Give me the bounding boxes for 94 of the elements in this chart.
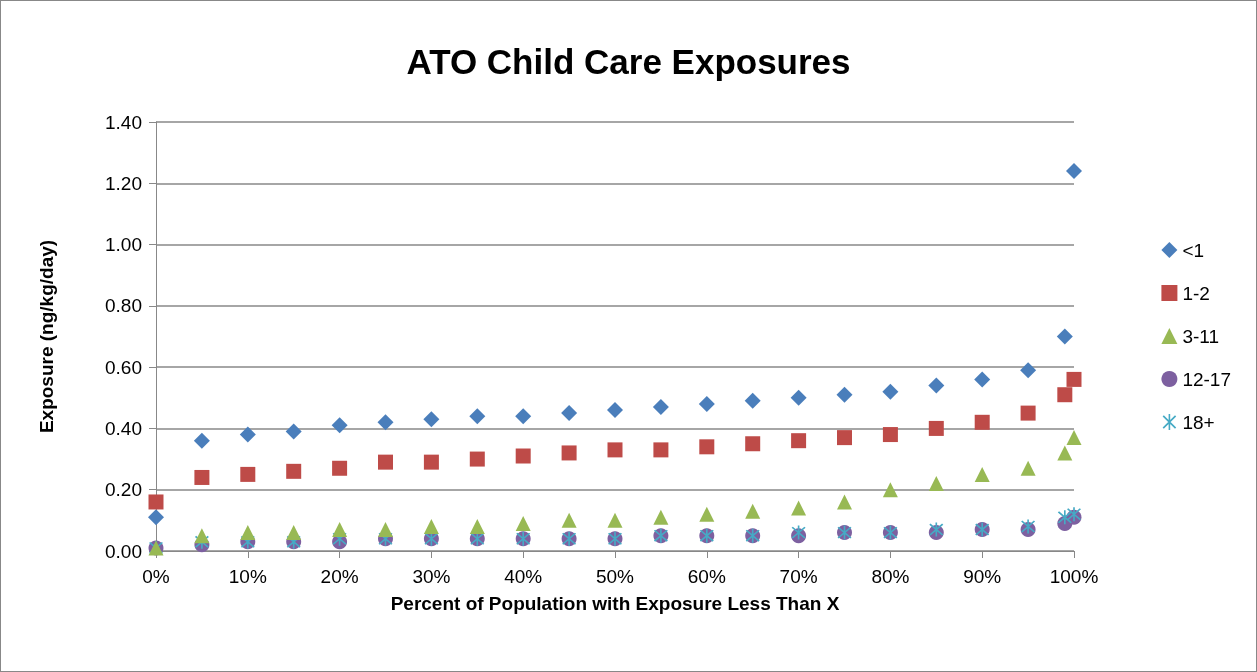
legend-label: 1-2 [1182, 282, 1210, 304]
legend-label: 12-17 [1182, 368, 1232, 390]
point [378, 522, 393, 538]
point [974, 466, 990, 482]
legend-label: 3-11 [1182, 325, 1220, 347]
point [148, 509, 164, 526]
point [928, 420, 944, 436]
point [745, 436, 761, 452]
x-tick-label: 30% [412, 566, 451, 587]
x-tick-label: 100% [1049, 566, 1099, 587]
point [561, 405, 578, 422]
point [1057, 387, 1073, 403]
point [286, 463, 302, 479]
point [882, 482, 898, 498]
y-tick-label: 0.60 [105, 356, 142, 378]
point [332, 460, 348, 476]
x-tick-label: 60% [687, 566, 726, 587]
point [837, 430, 852, 446]
point [791, 500, 807, 516]
point [1056, 328, 1073, 345]
point [607, 402, 623, 419]
point [1020, 362, 1037, 379]
point [744, 392, 761, 409]
point [423, 411, 440, 428]
point [515, 408, 532, 425]
point [561, 512, 577, 528]
y-tick-label: 0.40 [105, 417, 142, 439]
point [1021, 519, 1036, 534]
legend-label: <1 [1182, 239, 1205, 261]
point [699, 439, 715, 455]
y-tick-label: 1.20 [105, 172, 142, 194]
x-tick-label: 10% [228, 566, 267, 587]
point [240, 525, 256, 541]
y-tick-label: 1.40 [105, 111, 142, 133]
x-tick-label: 40% [504, 566, 543, 587]
point [1066, 371, 1082, 387]
point [377, 414, 394, 431]
point [469, 518, 485, 534]
legend-label: 18+ [1182, 411, 1215, 433]
x-tick-label: 50% [595, 566, 635, 587]
point [561, 445, 577, 461]
y-tick-label: 1.00 [105, 234, 142, 256]
x-tick-label: 0% [142, 566, 170, 587]
point [653, 509, 669, 525]
point [515, 448, 531, 464]
point [378, 454, 393, 470]
y-tick-label: 0.80 [105, 295, 142, 317]
point [745, 503, 761, 519]
x-tick-label: 80% [871, 566, 910, 587]
point [332, 522, 348, 538]
point [928, 377, 945, 394]
point [285, 423, 302, 440]
point [974, 371, 991, 388]
point [1066, 163, 1082, 180]
point [882, 427, 898, 443]
point [791, 433, 807, 449]
point [929, 522, 944, 537]
point [240, 466, 256, 482]
point [1057, 445, 1073, 461]
x-axis-title: Percent of Population with Exposure Less Than X [390, 593, 840, 614]
point [423, 518, 439, 534]
x-tick-label: 20% [320, 566, 359, 587]
point [928, 476, 944, 492]
point [837, 494, 852, 510]
point [286, 525, 302, 541]
point [652, 398, 669, 415]
point [790, 389, 807, 406]
point [607, 442, 623, 458]
y-tick-label: 0.20 [105, 479, 142, 501]
chart-title: ATO Child Care Exposures [406, 42, 851, 81]
x-tick-label: 70% [779, 566, 818, 587]
point [423, 454, 439, 470]
point [331, 417, 348, 434]
point [193, 432, 210, 449]
x-tick-label: 90% [963, 566, 1002, 587]
point [469, 451, 485, 467]
y-tick-label: 0.00 [105, 540, 142, 562]
point [1066, 430, 1082, 446]
point [698, 395, 715, 412]
point [515, 515, 531, 531]
point [1020, 460, 1036, 476]
point [699, 506, 715, 522]
point [1020, 405, 1036, 421]
point [836, 386, 853, 403]
point [239, 426, 256, 443]
y-axis-title: Exposure (ng/kg/day) [36, 239, 57, 434]
point [653, 442, 669, 458]
point [148, 494, 164, 510]
point [194, 469, 210, 485]
point [194, 528, 210, 544]
point [974, 414, 990, 430]
point [607, 512, 623, 528]
point [469, 408, 486, 425]
point [882, 383, 899, 400]
